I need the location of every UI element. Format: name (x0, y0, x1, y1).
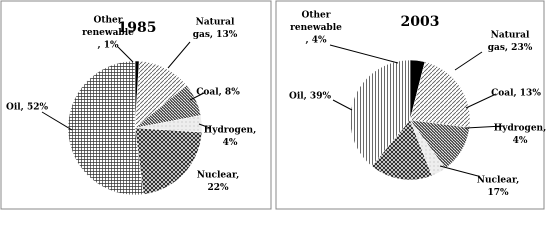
slice-label: Hydrogen, (204, 126, 256, 136)
slice-label: 4% (223, 138, 238, 148)
slice-label: Nuclear, (477, 176, 519, 186)
panel-frame (275, 0, 545, 210)
pie-slice (134, 127, 203, 195)
slice-label: renewable (82, 28, 134, 38)
slice-label: Natural (491, 31, 530, 41)
leader-line (454, 51, 483, 71)
pie-slice (409, 61, 471, 128)
slice-label: Natural (196, 18, 235, 28)
slice-label: gas, 23% (488, 43, 533, 53)
leader-line (41, 111, 73, 131)
leader-line (117, 46, 134, 63)
chart-title: 1985 (118, 20, 157, 36)
slice-label: Other (93, 16, 122, 26)
slice-label: Nuclear, (197, 171, 239, 181)
leader-line (439, 165, 479, 177)
slice-label: Coal, 8% (196, 88, 240, 98)
pie-slice (371, 119, 433, 181)
slice-label: Other (301, 11, 330, 21)
slice-label: 17% (487, 188, 509, 198)
panel-frame (0, 0, 272, 210)
slice-label: 4% (513, 136, 528, 146)
leader-line (198, 123, 211, 129)
leader-line (465, 125, 504, 129)
slice-label: Hydrogen, (494, 124, 546, 134)
slice-label: renewable (290, 23, 342, 33)
leader-line (465, 93, 497, 109)
slice-label: gas, 13% (193, 30, 238, 40)
slice-label: 22% (207, 183, 229, 193)
leader-line (167, 41, 191, 69)
slice-label: Oil, 52% (6, 103, 48, 113)
chart-title: 2003 (401, 14, 440, 30)
pie-slice (134, 60, 187, 129)
slice-label: , 4% (305, 36, 327, 46)
leader-line (329, 44, 399, 64)
slice-label: Coal, 13% (491, 89, 541, 99)
slice-label: Oil, 39% (289, 92, 331, 102)
leader-line (189, 92, 205, 101)
slice-label: , 1% (97, 41, 119, 51)
pie-slice (67, 60, 144, 196)
leader-line (332, 99, 353, 111)
